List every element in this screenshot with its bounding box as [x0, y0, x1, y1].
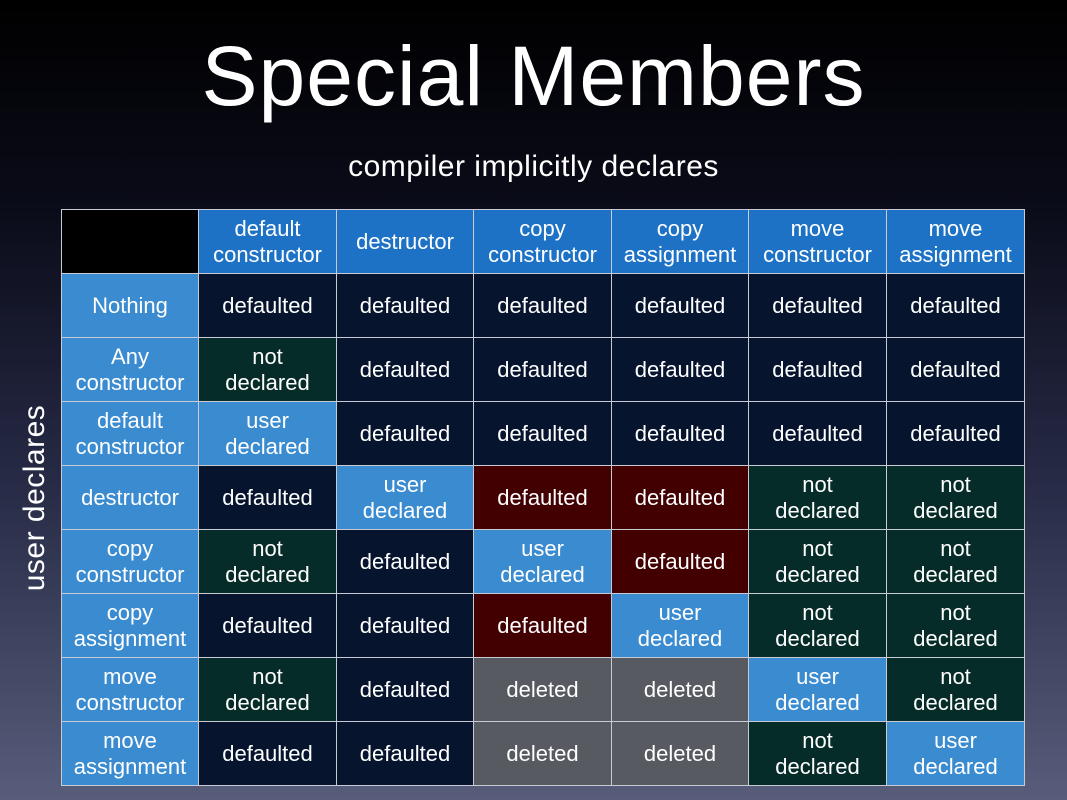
table-row: copy constructor not declared defaulted user d… [61, 529, 1025, 594]
table-cell-user-declared: user declared [748, 657, 887, 722]
table-cell-deleted: deleted [473, 657, 612, 722]
table-row: move constructor not declared defaulted delet… [61, 657, 1025, 722]
table-row: copy assignment defaulted defaulted defaulte… [61, 593, 1025, 658]
table-cell-not-declared: not declared [198, 337, 337, 402]
table-cell-defaulted: defaulted [748, 337, 887, 402]
table-cell-defaulted: defaulted [748, 273, 887, 338]
column-header: destructor [336, 209, 474, 274]
table-cell-red: defaulted [611, 465, 749, 530]
special-members-table: default constructor destructor copy construc… [61, 209, 1025, 786]
table-cell-not-declared: not declared [198, 529, 337, 594]
table-cell-defaulted: defaulted [336, 529, 474, 594]
row-header: destructor [61, 465, 199, 530]
table-body: default constructor destructor copy construc… [61, 209, 1025, 786]
table-cell-deleted: deleted [473, 721, 612, 786]
column-axis-label: compiler implicitly declares [348, 150, 719, 183]
column-header: move assignment [886, 209, 1025, 274]
row-header: Nothing [61, 273, 199, 338]
table-cell-defaulted: defaulted [336, 593, 474, 658]
table-cell-not-declared: not declared [748, 529, 887, 594]
table-cell-user-declared: user declared [473, 529, 612, 594]
row-axis-label: user declares [18, 404, 51, 592]
table-cell-defaulted: defaulted [473, 337, 612, 402]
table-cell-red: defaulted [611, 529, 749, 594]
column-header: move constructor [748, 209, 887, 274]
table-row: Any constructor not declared defaulted defaul… [61, 337, 1025, 402]
table-cell-not-declared: not declared [886, 529, 1025, 594]
table-row: default constructor user declared defaulted d… [61, 401, 1025, 466]
table-cell-defaulted: defaulted [748, 401, 887, 466]
table-cell-defaulted: defaulted [198, 273, 337, 338]
table-cell-defaulted: defaulted [611, 401, 749, 466]
table-cell-defaulted: defaulted [886, 273, 1025, 338]
row-header: move assignment [61, 721, 199, 786]
column-header: default constructor [198, 209, 337, 274]
table-cell-defaulted: defaulted [336, 337, 474, 402]
table-cell-not-declared: not declared [748, 721, 887, 786]
table-cell-not-declared: not declared [886, 593, 1025, 658]
slide-title: Special Members [201, 29, 866, 123]
header-row: default constructor destructor copy construc… [61, 209, 1025, 274]
table-cell-red: defaulted [473, 465, 612, 530]
table-row: Nothing defaulted defaulted defaulted defaul… [61, 273, 1025, 338]
row-header: move constructor [61, 657, 199, 722]
table-cell-deleted: deleted [611, 657, 749, 722]
table-cell-not-declared: not declared [198, 657, 337, 722]
table-cell-not-declared: not declared [886, 465, 1025, 530]
table-cell-deleted: deleted [611, 721, 749, 786]
table-cell-defaulted: defaulted [473, 401, 612, 466]
table-cell-defaulted: defaulted [611, 273, 749, 338]
table-cell-user-declared: user declared [886, 721, 1025, 786]
table-cell-user-declared: user declared [611, 593, 749, 658]
table-cell-user-declared: user declared [198, 401, 337, 466]
row-header: copy assignment [61, 593, 199, 658]
table-cell-not-declared: not declared [748, 465, 887, 530]
column-header: copy constructor [473, 209, 612, 274]
row-header: copy constructor [61, 529, 199, 594]
table-cell-user-declared: user declared [336, 465, 474, 530]
table-cell-defaulted: defaulted [336, 273, 474, 338]
row-header: Any constructor [61, 337, 199, 402]
table-row: destructor defaulted user declared defaulted… [61, 465, 1025, 530]
table-cell-defaulted: defaulted [886, 401, 1025, 466]
table-cell-defaulted: defaulted [336, 721, 474, 786]
table-cell-defaulted: defaulted [198, 721, 337, 786]
column-header: copy assignment [611, 209, 749, 274]
row-header: default constructor [61, 401, 199, 466]
table-cell-defaulted: defaulted [611, 337, 749, 402]
table-cell-red: defaulted [473, 593, 612, 658]
table-cell-not-declared: not declared [886, 657, 1025, 722]
table-cell-defaulted: defaulted [886, 337, 1025, 402]
table-row: move assignment defaulted defaulted deleted d… [61, 721, 1025, 786]
table-cell-defaulted: defaulted [473, 273, 612, 338]
table-cell-defaulted: defaulted [336, 657, 474, 722]
table-cell-defaulted: defaulted [336, 401, 474, 466]
table-cell-not-declared: not declared [748, 593, 887, 658]
table-cell-defaulted: defaulted [198, 593, 337, 658]
corner-cell [61, 209, 199, 274]
table-cell-defaulted: defaulted [198, 465, 337, 530]
